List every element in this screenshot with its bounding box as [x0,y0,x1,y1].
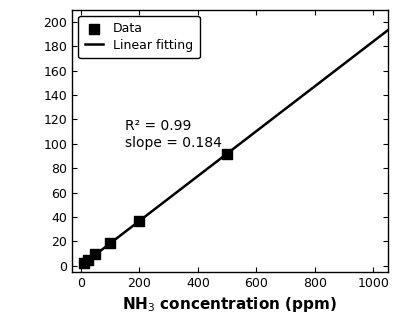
Data [136,218,142,223]
Text: R² = 0.99
slope = 0.184: R² = 0.99 slope = 0.184 [125,119,222,150]
X-axis label: NH$_3$ concentration (ppm): NH$_3$ concentration (ppm) [122,295,338,315]
Data [92,251,99,256]
Data [85,257,91,262]
Data [224,151,230,156]
Data [107,240,113,245]
Legend: Data, Linear fitting: Data, Linear fitting [78,16,200,58]
Data [80,261,87,266]
